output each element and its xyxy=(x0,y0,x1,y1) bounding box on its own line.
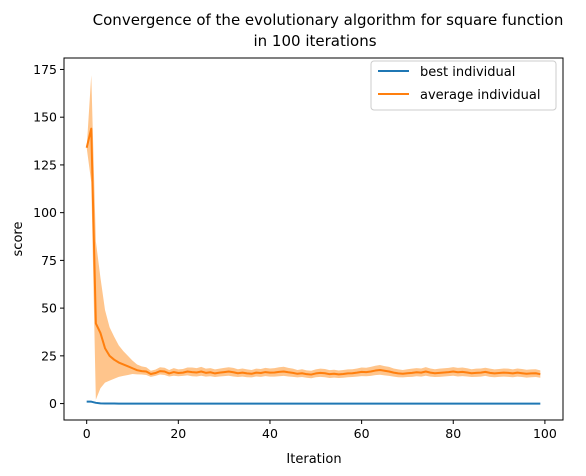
y-tick-label: 100 xyxy=(33,205,57,220)
average-individual-band xyxy=(86,75,541,400)
y-tick-label: 150 xyxy=(33,110,57,125)
chart-subtitle: in 100 iterations xyxy=(253,32,376,50)
chart-title: Convergence of the evolutionary algorith… xyxy=(93,11,564,29)
legend-label-best: best individual xyxy=(420,65,515,80)
y-tick-label: 0 xyxy=(49,396,57,411)
x-tick-label: 0 xyxy=(83,426,91,441)
x-tick-label: 100 xyxy=(533,426,557,441)
plot-area xyxy=(85,75,541,405)
x-axis: 0 20 40 60 80 100 xyxy=(83,420,557,441)
x-tick-label: 80 xyxy=(445,426,461,441)
average-individual-line xyxy=(85,127,541,376)
y-axis-label: score xyxy=(11,222,26,257)
x-tick-label: 60 xyxy=(354,426,370,441)
plot-frame xyxy=(63,57,564,421)
best-individual-line xyxy=(86,400,541,405)
x-tick-label: 20 xyxy=(170,426,186,441)
legend-label-average: average individual xyxy=(420,88,540,103)
y-tick-label: 175 xyxy=(33,62,57,77)
y-tick-label: 75 xyxy=(41,253,57,268)
y-axis: 0 25 50 75 100 125 150 175 xyxy=(33,62,64,411)
x-tick-label: 40 xyxy=(262,426,278,441)
y-tick-label: 125 xyxy=(33,157,57,172)
x-axis-label: Iteration xyxy=(286,452,341,467)
legend-box xyxy=(370,60,557,111)
legend: best individual average individual xyxy=(370,60,557,111)
y-tick-label: 25 xyxy=(41,348,57,363)
y-tick-label: 50 xyxy=(41,301,57,316)
